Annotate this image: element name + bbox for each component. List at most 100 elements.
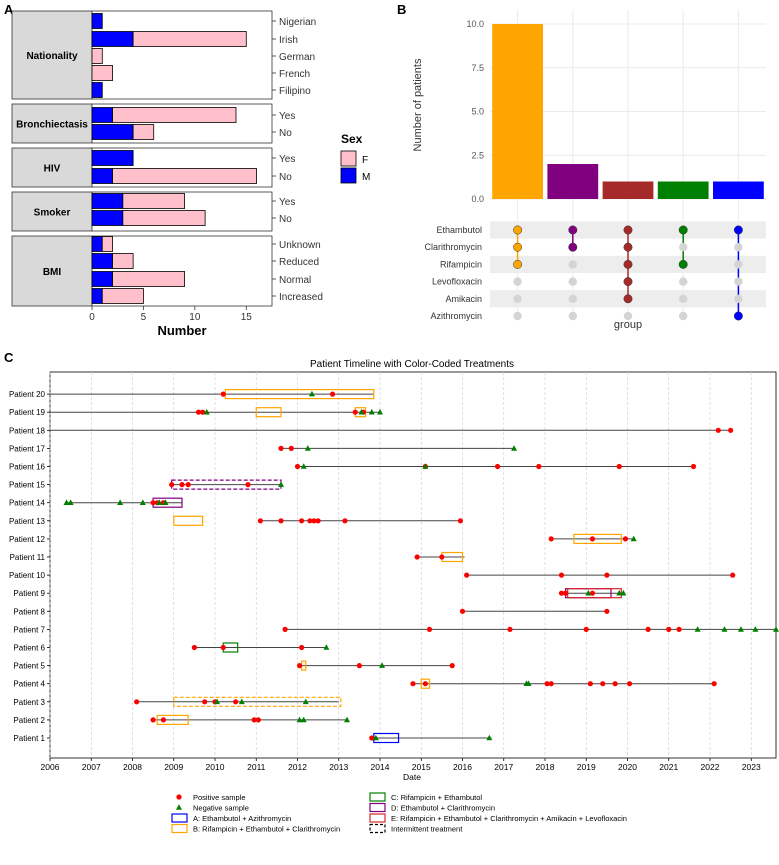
negative-sample [117, 499, 124, 505]
legend-label: M [362, 172, 370, 183]
patient-label: Patient 11 [10, 553, 46, 562]
bar-female [112, 107, 237, 123]
positive-sample [666, 626, 672, 633]
matrix-dot [568, 311, 577, 321]
bar-male [91, 288, 103, 304]
legend-key-box [369, 802, 386, 813]
x-tick-label: 2011 [247, 762, 266, 772]
x-tick-label: 0 [89, 312, 95, 323]
negative-sample [620, 589, 627, 596]
x-tick-label: 2017 [494, 762, 513, 772]
positive-sample [315, 518, 321, 524]
positive-sample [589, 536, 596, 542]
chart-title: Patient Timeline with Color-Coded Treatm… [310, 359, 514, 370]
y-tick-label: 10.0 [466, 19, 484, 29]
patient-label: Patient 5 [13, 662, 45, 671]
y-tick-label: 2.5 [471, 150, 484, 160]
x-tick-label: 5 [141, 312, 147, 323]
matrix-dot [679, 294, 688, 303]
strip-nationality [11, 10, 93, 100]
bar-male [91, 31, 134, 47]
legend-label: D: Ethambutol + Clarithromycin [391, 804, 495, 813]
x-tick-label: 2014 [371, 762, 390, 772]
positive-sample [296, 663, 303, 669]
negative-sample [379, 662, 386, 668]
positive-sample [299, 518, 305, 524]
legend-label: Negative sample [193, 804, 249, 813]
legend-label: B: Rifampicin + Ethambutol + Clarithromy… [193, 825, 340, 834]
x-tick-label: 2023 [742, 762, 761, 772]
negative-sample [139, 499, 146, 505]
legend-label: F [362, 155, 368, 166]
row-label: French [279, 69, 310, 80]
positive-sample [160, 717, 167, 723]
treatment-box-d [171, 479, 282, 490]
negative-sample [372, 734, 379, 741]
bar-female [101, 288, 144, 304]
negative-sample [67, 499, 74, 505]
legend-title: Sex [341, 132, 363, 146]
matrix-dot-active [733, 225, 743, 235]
row-label: No [279, 128, 292, 139]
positive-sample [220, 644, 226, 651]
positive-sample [587, 681, 593, 687]
negative-sample [296, 716, 303, 723]
patient-label: Patient 20 [9, 390, 46, 399]
bar-female [112, 253, 134, 269]
negative-sample [773, 626, 779, 632]
bar [713, 181, 764, 199]
bar-female [132, 31, 247, 47]
x-axis-label: Date [403, 772, 421, 782]
panel-a-letter: A [4, 2, 14, 17]
positive-sample [690, 463, 697, 470]
row-label: Increased [279, 292, 323, 303]
bar-male [91, 253, 113, 269]
matrix-dot-active [733, 311, 743, 321]
positive-sample [179, 482, 185, 488]
negative-sample [752, 626, 759, 632]
positive-sample [507, 626, 513, 633]
patient-label: Patient 3 [13, 698, 45, 707]
row-label: Normal [279, 275, 311, 286]
positive-sample [233, 699, 239, 705]
negative-sample [721, 626, 728, 632]
positive-sample [711, 681, 717, 687]
negative-sample [63, 499, 70, 505]
negative-sample [511, 445, 518, 451]
y-tick-label: 7.5 [471, 63, 484, 73]
positive-sample [728, 427, 734, 433]
x-tick-label: 2018 [536, 762, 555, 772]
positive-sample [278, 518, 284, 524]
positive-sample [169, 482, 175, 488]
drug-label: Ethambutol [436, 225, 482, 235]
bar-male [91, 82, 103, 98]
panel-a: A Nationality Nigerian Irish German French Fil… [4, 2, 370, 338]
positive-sample [457, 518, 464, 524]
strip-label: Bronchiectasis [16, 120, 88, 131]
matrix-dot [513, 294, 522, 303]
strip-bmi [11, 235, 93, 307]
positive-sample [311, 518, 317, 524]
bar-female [122, 193, 185, 209]
negative-sample [486, 734, 493, 741]
positive-sample [548, 536, 554, 542]
row-label: Yes [279, 111, 295, 122]
positive-sample [715, 427, 721, 433]
positive-sample [255, 717, 261, 723]
patient-label: Patient 7 [13, 625, 45, 634]
bar-female [132, 124, 155, 140]
legend-label: Intermittent treatment [391, 825, 463, 834]
positive-sample [220, 391, 226, 397]
positive-sample [200, 409, 206, 415]
positive-sample [548, 681, 554, 687]
positive-sample [449, 663, 455, 669]
bar [602, 181, 654, 199]
legend-key-box [171, 823, 188, 834]
y-tick-label: 5.0 [471, 107, 484, 117]
matrix-dot-active [678, 259, 688, 269]
negative-sample [300, 463, 307, 469]
positive-sample [195, 409, 202, 415]
positive-sample [589, 590, 596, 596]
negative-sample [377, 408, 383, 415]
x-tick-label: 2019 [577, 762, 596, 772]
